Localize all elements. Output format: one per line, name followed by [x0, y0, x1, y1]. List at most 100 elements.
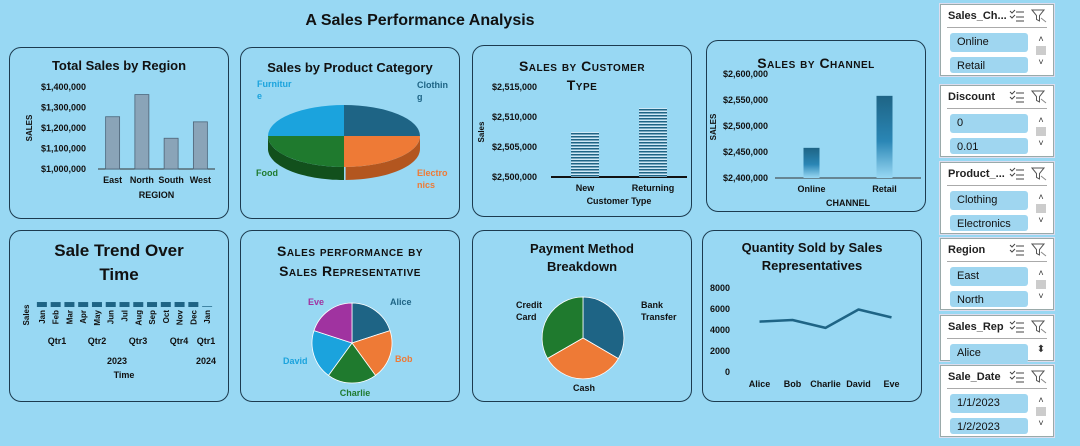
bar [134, 94, 150, 170]
y-tick-label: 4000 [710, 325, 730, 335]
bar [174, 302, 185, 307]
slicer-item[interactable]: Electronics [950, 215, 1028, 231]
chart-card-payment[interactable]: Payment Method Breakdown Bank Transfer Cas… [472, 230, 692, 402]
chart-card-trend[interactable]: Sale Trend Over Time Jan Feb Mar Apr May Jun J… [9, 230, 229, 402]
multi-select-icon[interactable] [1009, 320, 1025, 337]
chart-card-customer[interactable]: Sales by Customer Type $2,515,000 $2,510,… [472, 45, 692, 217]
scroll-up-icon[interactable]: ˄ [1038, 115, 1044, 125]
chart-title-line2: Time [99, 265, 139, 284]
chart-title: Sales by Customer [518, 58, 646, 74]
clear-filter-icon[interactable] [1030, 9, 1047, 26]
pie-label: Alice [390, 297, 412, 307]
y-tick-label: $2,505,000 [492, 142, 537, 152]
x-tick-label: Retail [872, 184, 897, 194]
slicer-item[interactable]: 1/2/2023 [950, 418, 1028, 434]
rep-pie-chart: Alice Bob Charlie David Eve [283, 297, 413, 398]
scroll-up-icon[interactable]: ˄ [1038, 192, 1044, 202]
slicer-3[interactable]: Product_... Clothing Electronics ˄ ˅ [940, 162, 1054, 234]
bar [119, 302, 130, 307]
spin-icon[interactable]: ⬍ [1036, 344, 1046, 355]
chart-card-channel[interactable]: Sales by Channel $2,600,000 $2,550,000 $2,… [706, 40, 926, 212]
slicer-item[interactable]: Clothing [950, 191, 1028, 210]
y-tick-label: 8000 [710, 283, 730, 293]
chart-title: Quantity Sold by Sales [741, 240, 883, 255]
scroll-up-icon[interactable]: ˄ [1038, 34, 1044, 44]
bar [105, 116, 121, 170]
y-tick-label: $2,500,000 [723, 121, 768, 131]
slicer-divider [947, 338, 1047, 339]
scroll-up-icon[interactable]: ˄ [1038, 268, 1044, 278]
pie-label: Eve [308, 297, 324, 307]
y-tick-label: 6000 [710, 304, 730, 314]
chart-title: Payment Method [529, 241, 634, 256]
clear-filter-icon[interactable] [1030, 90, 1047, 107]
slicer-item[interactable]: Online [950, 33, 1028, 52]
slicer-title: Sales_Rep [948, 321, 1004, 333]
clear-filter-icon[interactable] [1030, 243, 1047, 260]
slicer-1[interactable]: Sales_Ch... Online Retail ˄ ˅ [940, 4, 1054, 76]
multi-select-icon[interactable] [1009, 167, 1025, 184]
clear-filter-icon[interactable] [1030, 320, 1047, 337]
bar [50, 302, 61, 307]
x-tick-label: Charlie [810, 379, 841, 389]
y-tick-label: 0 [725, 367, 730, 377]
scrollbar-thumb[interactable] [1036, 204, 1046, 213]
pie-label: Electro nics [417, 168, 448, 190]
scroll-down-icon[interactable]: ˅ [1038, 57, 1044, 67]
x-tick-label: South [158, 175, 184, 185]
multi-select-icon[interactable] [1009, 90, 1025, 107]
slicer-4[interactable]: Region East North ˄ ˅ [940, 238, 1054, 310]
x-tick-label: Aug [134, 310, 143, 326]
dashboard-title: A Sales Performance Analysis [305, 12, 535, 29]
slicer-6[interactable]: Sale_Date 1/1/2023 1/2/2023 ˄ ˅ [940, 365, 1054, 437]
chart-card-region[interactable]: Total Sales by Region $1,400,000 $1,300,0… [9, 47, 229, 219]
slicer-item[interactable]: North [950, 291, 1028, 307]
slicer-title: Sales_Ch... [948, 10, 1006, 22]
scrollbar-thumb[interactable] [1036, 127, 1046, 136]
chart-card-rep[interactable]: Sales performance by Sales Representativ… [240, 230, 460, 402]
slicer-item[interactable]: Retail [950, 57, 1028, 73]
slicer-divider [947, 185, 1047, 186]
slicer-item[interactable]: Alice [950, 344, 1028, 363]
scroll-down-icon[interactable]: ˅ [1038, 215, 1044, 225]
slicer-item[interactable]: 1/1/2023 [950, 394, 1028, 413]
slicer-5[interactable]: Sales_Rep Alice ⬍ [940, 315, 1054, 363]
year-label: 2024 [196, 356, 216, 366]
slicer-title: Region [948, 244, 986, 256]
pie-label: David [283, 356, 308, 366]
scroll-down-icon[interactable]: ˅ [1038, 418, 1044, 428]
clear-filter-icon[interactable] [1030, 167, 1047, 184]
chart-card-product[interactable]: Sales by Product Category Clothin g Electr… [240, 47, 460, 219]
pie-label-line: Cash [573, 383, 595, 393]
y-tick-label: $1,200,000 [41, 123, 86, 133]
pie-label: Bob [395, 354, 413, 364]
clear-filter-icon[interactable] [1030, 370, 1047, 387]
chart-card-quantity[interactable]: Quantity Sold by Sales Representatives 8… [702, 230, 922, 402]
scroll-up-icon[interactable]: ˄ [1038, 395, 1044, 405]
chart-title: Sale Trend Over [54, 241, 184, 260]
multi-select-icon[interactable] [1009, 243, 1025, 260]
scroll-down-icon[interactable]: ˅ [1038, 291, 1044, 301]
multi-select-icon[interactable] [1009, 9, 1025, 26]
slicer-item[interactable]: East [950, 267, 1028, 286]
pie-slice [582, 296, 625, 360]
multi-select-icon[interactable] [1009, 370, 1025, 387]
x-tick-label: East [103, 175, 122, 185]
y-tick-label: $2,450,000 [723, 147, 768, 157]
chart-title-line2: Sales Representative [279, 263, 421, 279]
scroll-down-icon[interactable]: ˅ [1038, 138, 1044, 148]
y-axis-label: SALES [25, 114, 34, 141]
slicer-item[interactable]: 0 [950, 114, 1028, 133]
channel-bar-chart: $2,600,000 $2,550,000 $2,500,000 $2,450,000… [709, 69, 921, 208]
bar [188, 302, 199, 307]
region-bar-chart: $1,400,000 $1,300,000 $1,200,000 $1,100,000… [25, 82, 215, 200]
pie-label: Bank Transfer [641, 300, 677, 322]
scrollbar-thumb[interactable] [1036, 46, 1046, 55]
scrollbar-thumb[interactable] [1036, 280, 1046, 289]
scrollbar-thumb[interactable] [1036, 407, 1046, 416]
slicer-item[interactable]: 0.01 [950, 138, 1028, 154]
slicer-divider [947, 388, 1047, 389]
pie-slice [311, 330, 353, 376]
slicer-2[interactable]: Discount 0 0.01 ˄ ˅ [940, 85, 1054, 157]
bar [160, 302, 171, 307]
